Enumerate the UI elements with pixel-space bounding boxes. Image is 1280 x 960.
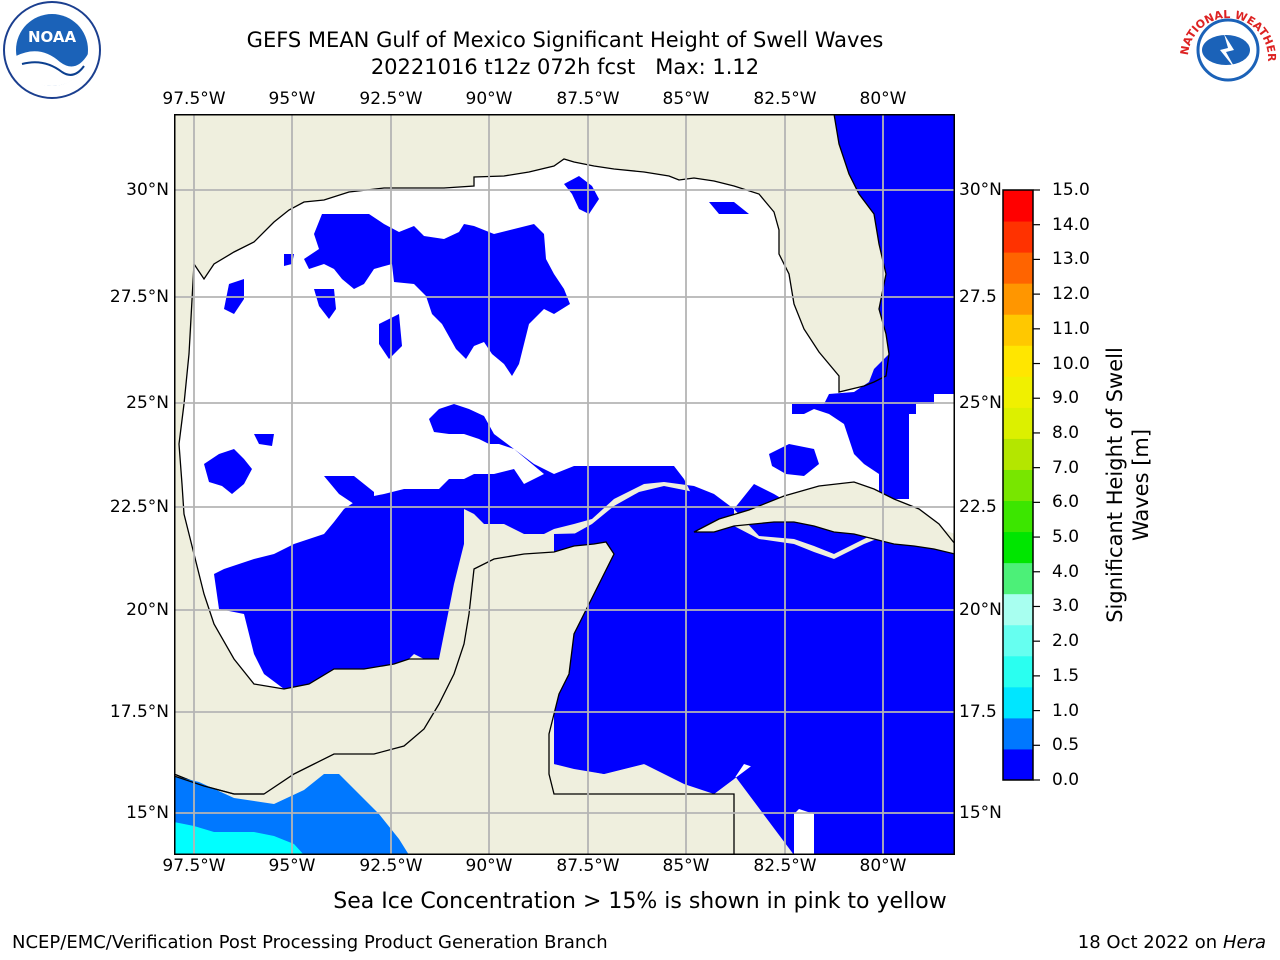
colorbar-segment bbox=[1003, 314, 1033, 346]
lat-label-left: 20°N bbox=[126, 600, 169, 620]
lon-label-top: 87.5°W bbox=[556, 89, 620, 109]
colorbar-tick-label: 1.5 bbox=[1052, 665, 1080, 686]
colorbar-segment bbox=[1003, 655, 1033, 688]
colorbar-tick-label: 8.0 bbox=[1052, 422, 1080, 443]
lat-label-left: 25°N bbox=[126, 393, 169, 413]
colorbar-segment bbox=[1003, 190, 1033, 222]
colorbar-tick-label: 11.0 bbox=[1052, 318, 1090, 339]
colorbar-segment bbox=[1003, 252, 1033, 284]
colorbar-segment bbox=[1003, 345, 1033, 377]
colorbar-tick-label: 6.0 bbox=[1052, 492, 1080, 513]
yucatan-land bbox=[174, 541, 735, 855]
sea-ice-note: Sea Ice Concentration > 15% is shown in … bbox=[333, 889, 947, 914]
lat-label-right: 20°N bbox=[959, 600, 1002, 620]
colorbar-tick-label: 0.5 bbox=[1052, 735, 1080, 756]
map-frame bbox=[174, 114, 955, 855]
colorbar-segment bbox=[1003, 283, 1033, 315]
nws-logo: NATIONAL WEATHER SERVICE bbox=[1176, 0, 1278, 98]
lon-label-top: 97.5°W bbox=[162, 89, 226, 109]
colorbar-segment bbox=[1003, 469, 1033, 502]
lon-label-bottom: 82.5°W bbox=[753, 856, 817, 876]
lat-label-right: 30°N bbox=[959, 180, 1002, 200]
colorbar bbox=[1002, 189, 1040, 781]
colorbar-tick-label: 7.0 bbox=[1052, 457, 1080, 478]
map-plot bbox=[174, 114, 955, 855]
lon-label-top: 80°W bbox=[859, 89, 907, 109]
lat-label-left: 27.5°N bbox=[109, 287, 169, 307]
lon-label-top: 95°W bbox=[268, 89, 316, 109]
lat-label-left: 30°N bbox=[126, 180, 169, 200]
colorbar-tick-label: 15.0 bbox=[1052, 180, 1090, 200]
lat-label-right: 15°N bbox=[959, 803, 1002, 823]
colorbar-segment bbox=[1003, 717, 1033, 750]
lon-label-bottom: 80°W bbox=[859, 856, 907, 876]
colorbar-segment bbox=[1003, 531, 1033, 564]
colorbar-segment bbox=[1003, 407, 1033, 439]
lon-label-top: 82.5°W bbox=[753, 89, 817, 109]
colorbar-tick-label: 14.0 bbox=[1052, 214, 1090, 235]
colorbar-segment bbox=[1003, 624, 1033, 657]
colorbar-tick-label: 1.0 bbox=[1052, 700, 1080, 721]
colorbar-tick-label: 0.0 bbox=[1052, 770, 1080, 790]
lat-label-right: 22.5 bbox=[959, 497, 997, 517]
colorbar-frame bbox=[1002, 189, 1034, 781]
colorbar-tick-label: 2.0 bbox=[1052, 631, 1080, 652]
coastlines bbox=[174, 114, 890, 795]
colorbar-tick-label: 9.0 bbox=[1052, 388, 1080, 409]
lat-label-right: 17.5 bbox=[959, 702, 997, 722]
pacific-water-cyan bbox=[174, 822, 304, 855]
noaa-logo: NOAA bbox=[3, 1, 101, 99]
colorbar-tick-label: 4.0 bbox=[1052, 561, 1080, 582]
lat-label-right: 25°N bbox=[959, 393, 1002, 413]
footer-credit: NCEP/EMC/Verification Post Processing Pr… bbox=[12, 932, 608, 953]
lon-label-bottom: 87.5°W bbox=[556, 856, 620, 876]
colorbar-tick-label: 12.0 bbox=[1052, 284, 1090, 305]
colorbar-tick-label: 5.0 bbox=[1052, 527, 1080, 548]
lon-label-bottom: 92.5°W bbox=[359, 856, 423, 876]
colorbar-segment bbox=[1003, 748, 1033, 781]
cuba-land bbox=[693, 481, 955, 555]
lat-label-right: 27.5 bbox=[959, 287, 997, 307]
colorbar-tick-label: 3.0 bbox=[1052, 596, 1080, 617]
swell-low-regions bbox=[204, 114, 955, 855]
colorbar-segment bbox=[1003, 562, 1033, 595]
lon-label-bottom: 85°W bbox=[662, 856, 710, 876]
lon-label-top: 85°W bbox=[662, 89, 710, 109]
colorbar-segment bbox=[1003, 686, 1033, 719]
colorbar-segment bbox=[1003, 438, 1033, 470]
colorbar-segment bbox=[1003, 376, 1033, 408]
footer-host: Hera bbox=[1222, 932, 1266, 953]
noaa-logo-text: NOAA bbox=[28, 28, 77, 46]
lat-label-left: 15°N bbox=[126, 803, 169, 823]
lat-label-left: 22.5°N bbox=[109, 497, 169, 517]
map-title: GEFS MEAN Gulf of Mexico Significant Hei… bbox=[246, 28, 884, 52]
colorbar-tick-label: 10.0 bbox=[1052, 353, 1090, 374]
gridlines bbox=[174, 114, 955, 855]
lon-label-bottom: 97.5°W bbox=[162, 856, 226, 876]
lat-label-left: 17.5°N bbox=[109, 702, 169, 722]
colorbar-segment bbox=[1003, 221, 1033, 253]
footer-date: 18 Oct 2022 on Hera bbox=[1077, 932, 1266, 953]
colorbar-segment bbox=[1003, 593, 1033, 626]
colorbar-label: Significant Height of Swell Waves [m] bbox=[1103, 347, 1153, 623]
lon-label-top: 90°W bbox=[465, 89, 513, 109]
lon-label-top: 92.5°W bbox=[359, 89, 423, 109]
colorbar-tick-label: 13.0 bbox=[1052, 249, 1090, 270]
map-subtitle: 20221016 t12z 072h fcst Max: 1.12 bbox=[370, 55, 760, 79]
lon-label-bottom: 95°W bbox=[268, 856, 316, 876]
lon-label-bottom: 90°W bbox=[465, 856, 513, 876]
colorbar-segment bbox=[1003, 500, 1033, 533]
